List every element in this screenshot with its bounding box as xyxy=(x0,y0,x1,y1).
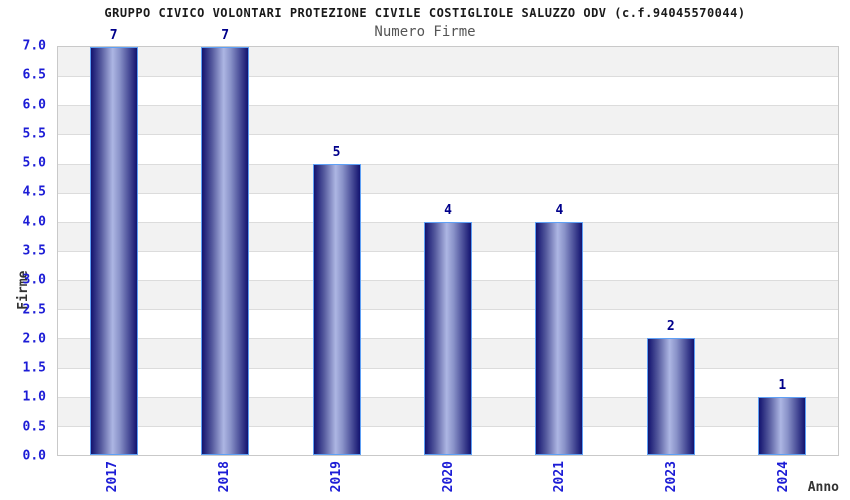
x-tick-cell: 2018 xyxy=(169,461,281,492)
bar-cell: 7 xyxy=(169,29,280,455)
bar-value-label: 2 xyxy=(666,319,675,335)
bar xyxy=(646,338,695,455)
y-tick-label: 2.0 xyxy=(22,331,46,347)
x-tick-label: 2021 xyxy=(552,461,568,493)
x-axis-ticks: 2017 2018 2019 2020 2021 2023 2024 xyxy=(57,461,839,492)
y-tick-label: 5.0 xyxy=(22,155,46,171)
x-tick-label: 2020 xyxy=(440,461,456,493)
x-tick-cell: 2023 xyxy=(616,461,728,492)
y-tick-label: 1.5 xyxy=(22,360,46,376)
x-tick-cell: 2021 xyxy=(504,461,616,492)
y-tick-label: 1.0 xyxy=(22,389,46,405)
bar-cell: 1 xyxy=(727,47,838,455)
x-tick-label: 2019 xyxy=(328,461,344,493)
bar-cell: 7 xyxy=(58,29,169,455)
bar-value-label: 5 xyxy=(332,144,341,160)
bar xyxy=(312,163,361,455)
plot-band xyxy=(58,76,838,106)
bar-cell: 4 xyxy=(504,47,615,455)
bar-cell: 5 xyxy=(281,47,392,455)
y-tick-label: 0.5 xyxy=(22,419,46,435)
bar xyxy=(535,221,584,455)
bars-container: 7 7 5 4 4 2 1 xyxy=(58,29,838,455)
bar-value-label: 7 xyxy=(221,28,230,43)
bar-value-label: 1 xyxy=(778,377,787,393)
plot-band xyxy=(58,163,838,193)
y-tick-label: 4.0 xyxy=(22,214,46,230)
y-tick-label: 0.0 xyxy=(22,448,46,464)
chart-subtitle: Numero Firme xyxy=(374,24,476,40)
x-tick-cell: 2019 xyxy=(280,461,392,492)
bar xyxy=(89,47,138,455)
plot-band xyxy=(58,134,838,164)
y-tick-label: 3.5 xyxy=(22,243,46,259)
x-axis-title: Anno xyxy=(807,480,839,495)
bar xyxy=(758,396,807,455)
x-tick-cell: 2017 xyxy=(57,461,169,492)
y-tick-label: 6.5 xyxy=(22,67,46,83)
y-tick-label: 7.0 xyxy=(22,38,46,54)
y-tick-label: 2.5 xyxy=(22,302,46,318)
x-tick-label: 2024 xyxy=(775,461,791,493)
x-tick-label: 2017 xyxy=(105,461,121,493)
plot-band xyxy=(58,192,838,222)
bar-value-label: 4 xyxy=(444,202,452,218)
bar xyxy=(201,47,250,455)
bar-cell: 2 xyxy=(615,47,726,455)
bar-value-label: 7 xyxy=(109,28,118,43)
bar-value-label: 4 xyxy=(555,202,564,218)
bar xyxy=(423,221,472,455)
x-tick-label: 2023 xyxy=(663,461,679,493)
plot-band xyxy=(58,47,838,77)
x-tick-label: 2018 xyxy=(217,461,233,493)
y-tick-label: 6.0 xyxy=(22,97,46,113)
plot-area: 7 7 5 4 4 2 1 xyxy=(57,29,839,456)
y-axis-ticks: 7.0 6.5 6.0 5.5 5.0 4.5 4.0 3.5 3.0 2.5 2.0 1.5 1.0 0… xyxy=(0,40,51,463)
plot-band xyxy=(58,105,838,135)
chart-title: GRUPPO CIVICO VOLONTARI PROTEZIONE CIVIL… xyxy=(104,6,746,20)
x-tick-cell: 2020 xyxy=(392,461,504,492)
y-tick-label: 4.5 xyxy=(22,184,46,200)
y-tick-label: 5.5 xyxy=(22,126,46,142)
y-tick-label: 3.0 xyxy=(22,272,46,288)
bar-cell: 4 xyxy=(392,47,503,455)
